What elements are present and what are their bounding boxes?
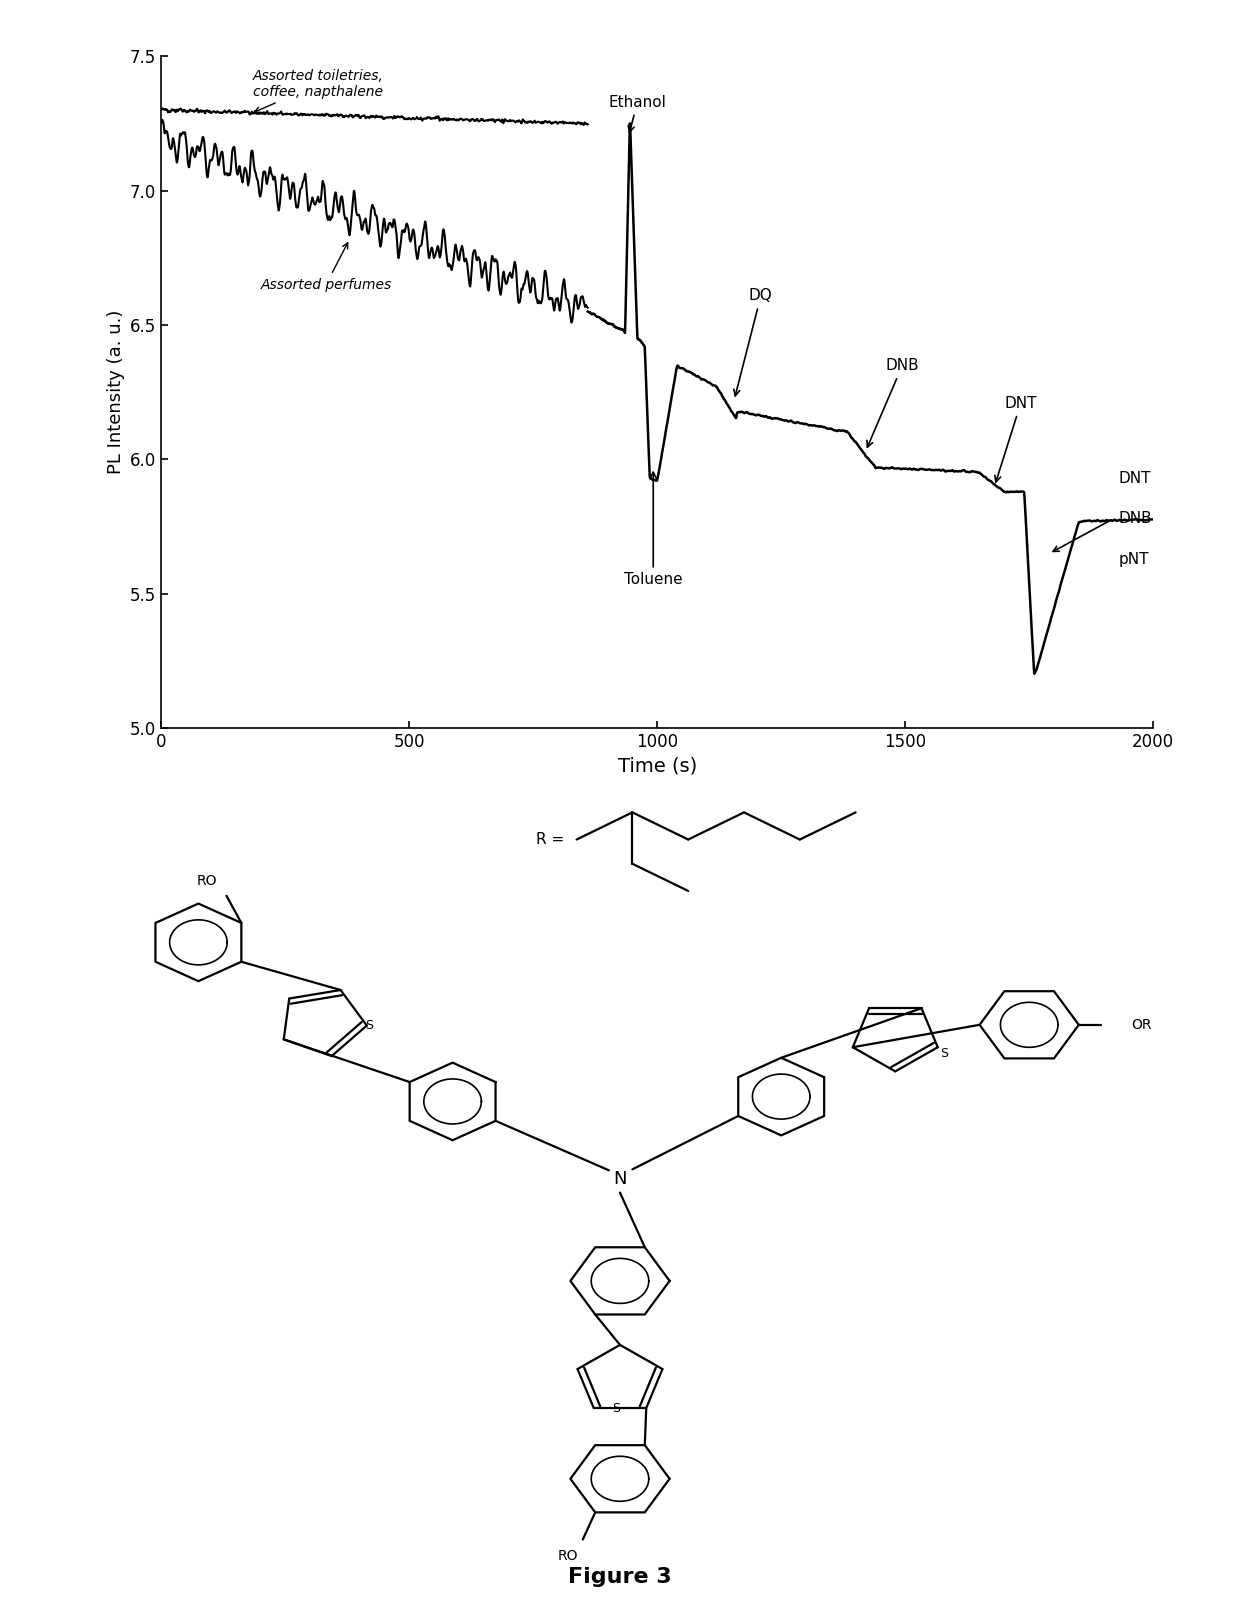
Text: S: S <box>940 1047 947 1060</box>
Text: DNB: DNB <box>867 359 919 447</box>
Y-axis label: PL Intensity (a. u.): PL Intensity (a. u.) <box>107 311 124 474</box>
Text: Ethanol: Ethanol <box>609 94 666 133</box>
Text: DNB: DNB <box>1118 511 1152 527</box>
Text: RO: RO <box>558 1550 578 1563</box>
Text: Assorted toiletries,
coffee, napthalene: Assorted toiletries, coffee, napthalene <box>253 69 384 112</box>
Text: pNT: pNT <box>1118 551 1149 567</box>
Text: OR: OR <box>1131 1018 1152 1031</box>
Text: Assorted perfumes: Assorted perfumes <box>260 243 392 291</box>
Text: DQ: DQ <box>734 288 773 395</box>
Text: Toluene: Toluene <box>624 472 682 588</box>
Text: DNT: DNT <box>1118 471 1151 485</box>
Text: S: S <box>613 1401 620 1415</box>
Text: DNT: DNT <box>994 395 1037 482</box>
Text: Figure 3: Figure 3 <box>568 1567 672 1587</box>
Text: RO: RO <box>196 874 217 889</box>
Text: R =: R = <box>536 833 564 847</box>
Text: N: N <box>614 1170 626 1188</box>
X-axis label: Time (s): Time (s) <box>618 757 697 776</box>
Text: S: S <box>366 1020 373 1033</box>
